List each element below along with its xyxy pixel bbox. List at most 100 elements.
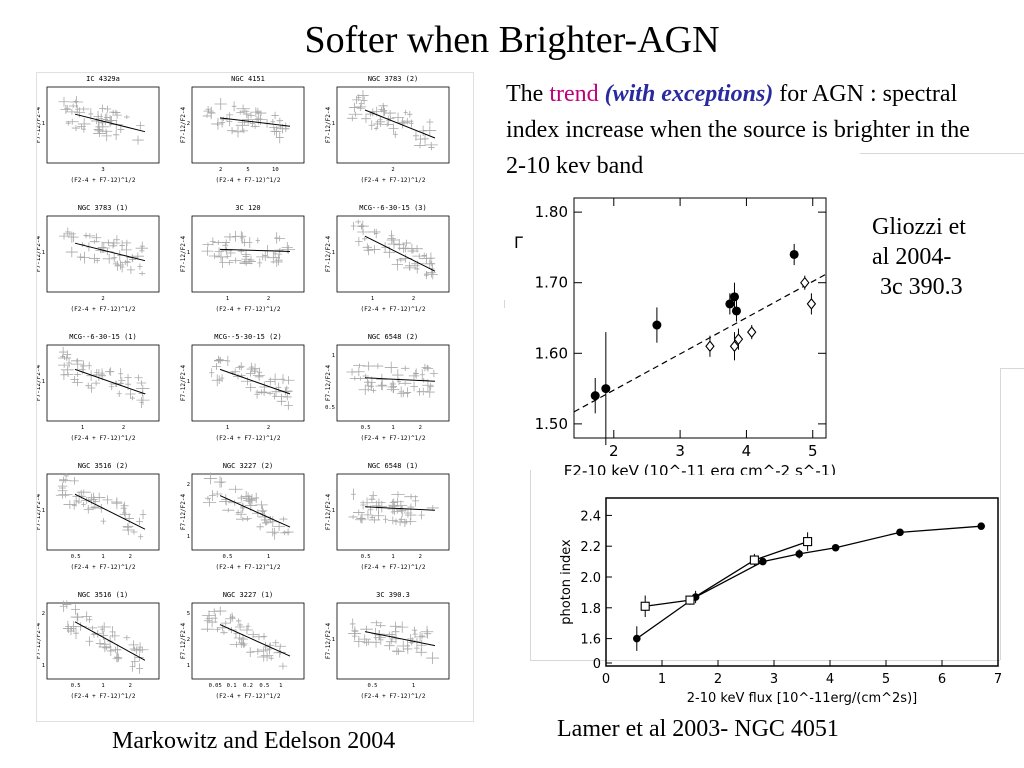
scatter-point (100, 517, 107, 525)
citation-gliozzi: Gliozzi et al 2004- 3c 390.3 (872, 212, 966, 302)
scatter-point (241, 114, 255, 125)
scatter-point (407, 111, 413, 118)
scatter-point (235, 119, 250, 131)
scatter-point (63, 473, 69, 479)
x-axis-label: (F2-4 + F7-12)^1/2 (70, 564, 135, 571)
scatter-point (361, 114, 371, 124)
scatter-point (419, 369, 425, 381)
scatter-point (107, 115, 113, 128)
fit-line (364, 631, 436, 647)
scatter-point (347, 115, 358, 122)
scatter-point (66, 358, 72, 368)
scatter-point (132, 135, 144, 145)
x-tick-label: 0.5 (368, 683, 378, 689)
scatter-point (83, 232, 89, 239)
scatter-point (369, 514, 375, 520)
scatter-point (364, 378, 371, 386)
scatter-point (423, 125, 437, 136)
scatter-point (222, 241, 229, 249)
scatter-point (119, 259, 131, 265)
scatter-point (136, 384, 150, 392)
scatter-point (428, 144, 435, 151)
x-axis-label: (F2-4 + F7-12)^1/2 (215, 306, 280, 313)
citation-line-3: 3c 390.3 (880, 274, 963, 300)
scatter-point (136, 663, 144, 674)
scatter-point (275, 131, 284, 144)
x-tick-label: 2 (267, 425, 270, 431)
lamer-chart: 0 1 2 3 4 5 6 7 0 1.6 1.8 2.0 2.2 2.4 2-10 keV flux [1… (559, 497, 1002, 706)
scatter-point (208, 608, 221, 615)
data-point (747, 326, 757, 338)
fit-line (74, 242, 146, 262)
scatter-point (352, 95, 362, 104)
scatter-point (64, 105, 71, 112)
panel-frame (46, 602, 160, 680)
x-tick-label: 1 (391, 425, 394, 431)
scatter-point (266, 251, 280, 264)
scatter-point (58, 346, 68, 358)
panel: NGC 3227 (1) 0.05 0.1 0.2 0.5 1 1 2 5 (F2-4 + F7-… (180, 591, 305, 700)
x-tick-label: 0.5 (259, 683, 269, 689)
scatter-point (92, 380, 101, 387)
scatter-point (214, 358, 224, 364)
scatter-point (282, 393, 292, 401)
scatter-point (225, 355, 231, 367)
scatter-point (219, 477, 224, 488)
y-tick-label: 1 (332, 250, 335, 256)
data-point (633, 634, 641, 643)
scatter-point (205, 105, 211, 113)
fit-line (219, 624, 291, 657)
series-line (645, 540, 808, 607)
scatter-point (92, 492, 106, 503)
scatter-point (237, 637, 245, 648)
x-axis-label: (F2-4 + F7-12)^1/2 (360, 306, 425, 313)
x-axis-label: F2-10 keV (10^-11 erg cm^-2 s^-1) (564, 462, 836, 475)
scatter-point (375, 382, 388, 390)
scatter-point (136, 517, 143, 526)
scatter-point (210, 237, 216, 246)
panel-title: MCG--5-30-15 (2) (214, 333, 281, 341)
x-axis-label: (F2-4 + F7-12)^1/2 (360, 435, 425, 442)
scatter-point (422, 365, 434, 372)
scatter-point (420, 625, 434, 638)
data-point (803, 537, 813, 547)
scatter-point (412, 253, 426, 259)
scatter-point (252, 633, 266, 640)
y-tick-label: 1 (42, 663, 45, 669)
panel: MCG--6-30-15 (1) 1 2 1 (F2-4 + F7-12)^1/2 F7-… (35, 333, 160, 442)
panel-frame (46, 473, 160, 551)
y-axis-label: F7-12/F2-4 (325, 494, 332, 531)
scatter-point (58, 362, 71, 368)
scatter-point (256, 523, 264, 531)
scatter-point (427, 269, 438, 280)
scatter-point (353, 376, 368, 381)
scatter-point (114, 260, 121, 271)
scatter-point (271, 111, 279, 120)
scatter-point (276, 117, 284, 124)
scatter-point (270, 127, 280, 136)
panel-frame (336, 473, 450, 551)
scatter-point (213, 613, 218, 623)
scatter-point (415, 264, 420, 274)
scatter-point (235, 618, 242, 624)
data-point (590, 391, 600, 401)
x-tick-label: 1 (101, 554, 104, 560)
scatter-point (370, 388, 377, 393)
panel: NGC 6548 (1) 0.5 1 2 1 (F2-4 + F7-12)^1/2 F7-1… (325, 462, 450, 571)
x-tick-label: 3 (101, 167, 104, 173)
scatter-point (78, 365, 86, 375)
scatter-point (239, 128, 249, 134)
x-tick-label: 1 (81, 425, 84, 431)
scatter-point (236, 517, 250, 522)
scatter-point (81, 501, 86, 507)
scatter-point (220, 630, 228, 635)
scatter-point (371, 637, 381, 648)
scatter-point (122, 524, 135, 536)
data-point (601, 384, 611, 394)
scatter-point (214, 247, 224, 256)
scatter-point (119, 261, 125, 273)
fit-line (74, 493, 146, 530)
scatter-point (255, 237, 260, 244)
scatter-point (246, 498, 252, 504)
scatter-point (239, 639, 248, 648)
